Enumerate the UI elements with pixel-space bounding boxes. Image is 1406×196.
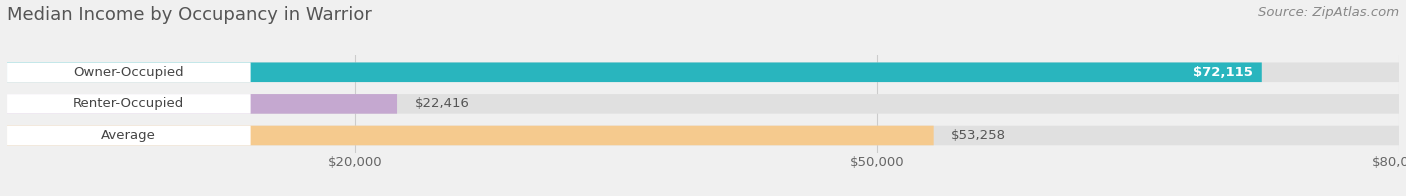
Text: $53,258: $53,258 xyxy=(950,129,1007,142)
FancyBboxPatch shape xyxy=(7,126,934,145)
Text: Average: Average xyxy=(101,129,156,142)
FancyBboxPatch shape xyxy=(7,63,1399,82)
FancyBboxPatch shape xyxy=(7,94,1399,114)
Text: Source: ZipAtlas.com: Source: ZipAtlas.com xyxy=(1258,6,1399,19)
Text: Owner-Occupied: Owner-Occupied xyxy=(73,66,184,79)
Text: $72,115: $72,115 xyxy=(1194,66,1253,79)
FancyBboxPatch shape xyxy=(7,126,1399,145)
Text: $22,416: $22,416 xyxy=(415,97,470,110)
FancyBboxPatch shape xyxy=(7,63,250,82)
FancyBboxPatch shape xyxy=(7,94,396,114)
FancyBboxPatch shape xyxy=(7,63,1261,82)
FancyBboxPatch shape xyxy=(7,126,250,145)
Text: Median Income by Occupancy in Warrior: Median Income by Occupancy in Warrior xyxy=(7,6,373,24)
FancyBboxPatch shape xyxy=(7,94,250,114)
Text: Renter-Occupied: Renter-Occupied xyxy=(73,97,184,110)
